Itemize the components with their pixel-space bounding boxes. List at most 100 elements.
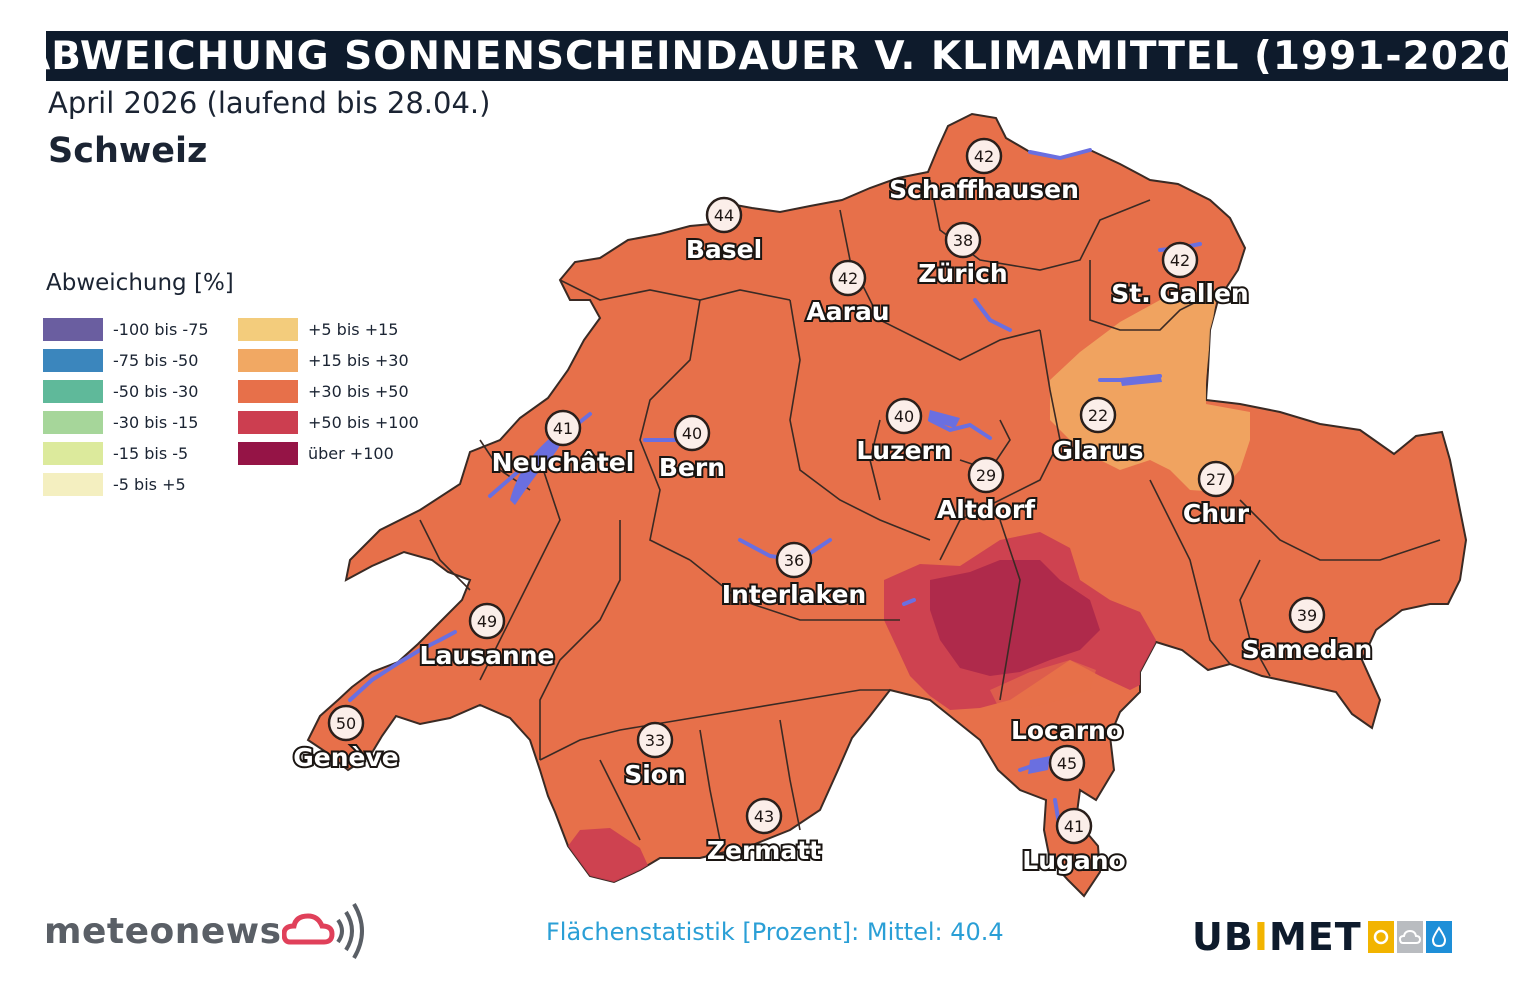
station-label: Interlaken	[722, 580, 866, 609]
legend-swatch	[238, 442, 298, 465]
station-label: Lausanne	[420, 641, 555, 670]
station-label: Genève	[293, 743, 398, 772]
station-label: Lugano	[1022, 846, 1125, 875]
station-label: Glarus	[1053, 436, 1144, 465]
legend-swatch	[43, 411, 103, 434]
legend-column-right: +5 bis +15 +15 bis +30 +30 bis +50 +50 bis …	[238, 314, 419, 469]
station-zrich: 38 Zürich	[916, 221, 1010, 290]
anomaly-zone-ticino	[990, 660, 1096, 710]
legend-item: -100 bis -75	[43, 314, 209, 345]
station-label: Neuchâtel	[492, 448, 635, 477]
meteonews-logo: meteonews	[44, 898, 372, 964]
station-luzern: 40 Luzern	[854, 397, 954, 467]
station-value: 49	[477, 612, 497, 631]
station-value: 39	[1297, 606, 1317, 625]
drop-icon	[1425, 921, 1452, 953]
station-label: Locarno	[1011, 716, 1123, 745]
legend-swatch	[238, 349, 298, 372]
station-chur: 27 Chur	[1181, 460, 1252, 530]
station-value: 42	[974, 147, 994, 166]
station-value: 29	[976, 466, 996, 485]
anomaly-zone-over-100	[930, 560, 1100, 676]
legend-label: über +100	[308, 444, 394, 463]
station-label: Chur	[1183, 499, 1250, 528]
legend-swatch	[43, 380, 103, 403]
station-value-circle	[1055, 807, 1093, 845]
ubimet-logo-text: UBIMET	[1192, 915, 1362, 959]
switzerland-shape	[306, 112, 1468, 898]
station-value: 44	[714, 206, 734, 225]
station-label: Samedan	[1242, 635, 1372, 664]
legend-swatch	[238, 411, 298, 434]
station-value: 40	[682, 424, 702, 443]
station-aarau: 42 Aarau	[804, 259, 892, 328]
station-basel: 44 Basel	[684, 196, 764, 266]
station-lausanne: 49 Lausanne	[418, 602, 556, 672]
legend-title: Abweichung [%]	[46, 270, 234, 296]
station-locarno: 45 Locarno	[1009, 714, 1125, 782]
station-value-circle	[885, 397, 923, 435]
station-value-circle	[1197, 460, 1235, 498]
legend-item: -75 bis -50	[43, 345, 209, 376]
anomaly-zone-15-30	[1050, 290, 1250, 492]
station-value: 50	[336, 714, 356, 733]
station-value-circle	[468, 602, 506, 640]
map-subtitle: April 2026 (laufend bis 28.04.)	[48, 86, 491, 120]
region-title: Schweiz	[48, 131, 208, 171]
station-value-circle	[1079, 396, 1117, 434]
station-value-circle	[1288, 596, 1326, 634]
legend-item: +30 bis +50	[238, 376, 419, 407]
station-value-circle	[1161, 241, 1199, 279]
legend-item: -30 bis -15	[43, 407, 209, 438]
legend-swatch	[43, 349, 103, 372]
station-value-circle	[673, 414, 711, 452]
station-label: Sion	[624, 760, 686, 789]
legend-item: -50 bis -30	[43, 376, 209, 407]
station-value: 22	[1088, 406, 1108, 425]
legend-label: -100 bis -75	[113, 320, 209, 339]
legend-item: +15 bis +30	[238, 345, 419, 376]
station-value-circle	[1048, 744, 1086, 782]
station-value: 42	[838, 269, 858, 288]
station-sion: 33 Sion	[622, 721, 688, 791]
station-value-circle	[544, 409, 582, 447]
station-genve: 50 Genève	[291, 704, 401, 774]
station-value: 27	[1206, 470, 1226, 489]
legend-label: +15 bis +30	[308, 351, 409, 370]
canton-borders	[419, 179, 1441, 841]
legend-label: -50 bis -30	[113, 382, 199, 401]
station-value-circle	[745, 797, 783, 835]
station-label: Luzern	[856, 436, 951, 465]
legend-label: +5 bis +15	[308, 320, 399, 339]
map-title: ABWEICHUNG SONNENSCHEINDAUER V. KLIMAMIT…	[20, 31, 1533, 81]
station-value: 41	[1064, 817, 1084, 836]
station-value: 40	[894, 407, 914, 426]
station-value: 41	[553, 419, 573, 438]
station-label: Aarau	[806, 297, 889, 326]
legend-swatch	[238, 380, 298, 403]
meteonews-logo-text: meteonews	[44, 910, 282, 952]
legend-swatch	[43, 473, 103, 496]
cloud-signal-icon	[281, 902, 364, 960]
ubimet-logo: UBIMET	[1192, 915, 1452, 959]
station-value: 42	[1170, 251, 1190, 270]
station-interlaken: 36 Interlaken	[720, 541, 868, 611]
station-samedan: 39 Samedan	[1240, 596, 1374, 666]
station-label: Basel	[686, 235, 762, 264]
legend-item: +50 bis +100	[238, 407, 419, 438]
station-value-circle	[967, 456, 1005, 494]
station-label: Bern	[659, 453, 725, 482]
station-schaffhausen: 42 Schaffhausen	[887, 137, 1081, 206]
anomaly-zone-southwest	[568, 828, 650, 884]
legend-item: -5 bis +5	[43, 469, 209, 500]
station-zermatt: 43 Zermatt	[705, 797, 823, 867]
station-label: St. Gallen	[1111, 279, 1248, 308]
station-value-circle	[944, 221, 982, 259]
station-stgallen: 42 St. Gallen	[1109, 241, 1251, 310]
station-value: 33	[645, 731, 665, 750]
station-label: Schaffhausen	[889, 175, 1079, 204]
station-bern: 40 Bern	[657, 414, 727, 484]
legend-swatch	[43, 318, 103, 341]
station-value: 43	[754, 807, 774, 826]
